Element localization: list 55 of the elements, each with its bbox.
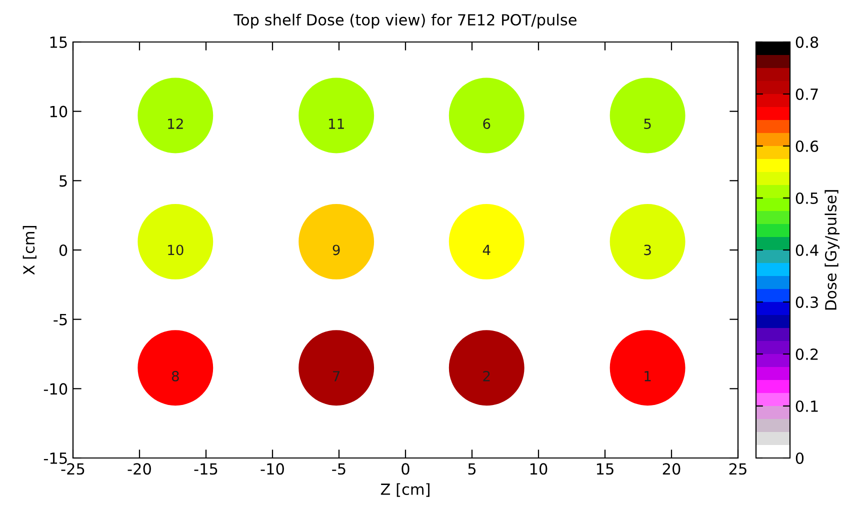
annotation: 4	[482, 244, 490, 256]
x-tick-label: 25	[729, 463, 746, 475]
color-bar-label: 0.7	[796, 88, 818, 100]
point	[298, 204, 374, 280]
y-tick-label: 10	[50, 106, 68, 118]
x-tick-label: 5	[468, 463, 476, 475]
y-tick-label: 0	[59, 244, 68, 256]
y-tick-label: -15	[44, 452, 67, 464]
x-axis-title: Z [cm]	[380, 483, 430, 497]
color-bar-label: 0.3	[796, 296, 818, 308]
annotation: 9	[332, 244, 340, 256]
color-bar-label: 0.2	[796, 348, 818, 360]
x-tick-label: -10	[260, 463, 284, 475]
color-bar-label: 0	[796, 452, 804, 464]
x-tick-label: -20	[128, 463, 151, 475]
x-tick-label: 0	[402, 463, 410, 475]
x-tick-label: 10	[530, 463, 548, 475]
x-tick-label: 15	[596, 463, 614, 475]
point	[138, 330, 214, 406]
annotation: 2	[483, 370, 490, 382]
color-bar-title: Dose [Gy/pulse]	[824, 190, 840, 310]
chart-title: Top shelf Dose (top view) for 7E12 POT/pulse	[234, 14, 576, 29]
point	[448, 330, 524, 406]
point	[448, 204, 524, 280]
annotation: 11	[329, 118, 344, 129]
annotation: 5	[644, 118, 651, 130]
point	[610, 78, 686, 154]
y-tick-label: 15	[50, 36, 67, 48]
annotation: 6	[483, 118, 490, 130]
x-tick-label: 20	[662, 463, 680, 475]
y-axis-title: X [cm]	[22, 226, 36, 275]
point	[298, 78, 374, 154]
point	[610, 330, 686, 406]
point	[138, 204, 214, 280]
color-bar-label: 0.4	[796, 244, 818, 256]
annotation: 1	[644, 371, 651, 382]
x-tick-label: -15	[194, 463, 218, 475]
annotation: 8	[172, 370, 179, 382]
x-tick-label: -25	[61, 463, 84, 475]
y-tick-label: 5	[60, 175, 67, 187]
annotation: 10	[168, 244, 184, 256]
color-bar-label: 0.8	[796, 36, 818, 48]
point	[138, 78, 214, 154]
color-bar-label: 0.6	[796, 140, 818, 152]
color-bar-label: 0.1	[796, 400, 818, 412]
color-bar-label: 0.5	[796, 192, 818, 204]
annotation: 7	[333, 371, 340, 382]
annotation: 12	[168, 118, 183, 129]
annotation: 3	[644, 244, 651, 256]
x-tick-label: -5	[332, 463, 346, 475]
point	[610, 204, 686, 280]
y-tick-label: -10	[44, 383, 68, 395]
y-tick-label: -5	[54, 314, 67, 326]
point	[448, 78, 524, 154]
point	[298, 330, 374, 406]
